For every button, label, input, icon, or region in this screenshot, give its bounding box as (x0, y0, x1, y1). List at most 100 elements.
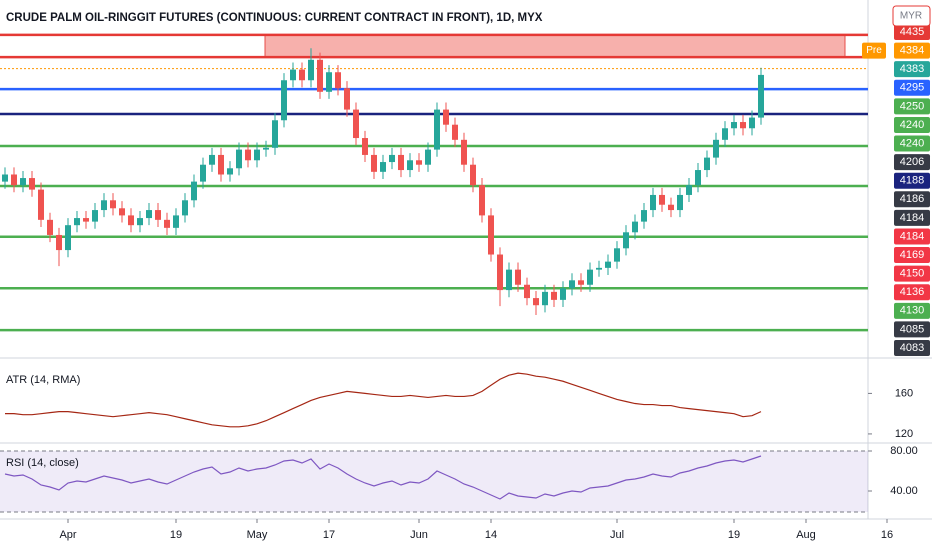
price-label: 4169 (900, 249, 924, 261)
candle-body (587, 269, 593, 285)
pre-bg (862, 42, 886, 59)
price-label: 4186 (900, 193, 924, 205)
candle-body (596, 267, 602, 270)
y-tick-label: 160 (895, 387, 913, 399)
price-label-bg (894, 154, 930, 171)
candle-body (452, 124, 458, 140)
candle-body (605, 261, 611, 268)
pane-title: RSI (14, close) (6, 457, 79, 469)
candle-body (344, 88, 350, 110)
price-label: 4384 (900, 44, 924, 56)
candle-body (722, 128, 728, 140)
candle-body (695, 170, 701, 186)
candle-body (20, 178, 26, 186)
candle-body (353, 109, 359, 139)
candle-body (380, 162, 386, 172)
candle-body (308, 59, 314, 81)
candle-body (92, 210, 98, 222)
price-label-bg (894, 191, 930, 208)
y-tick-label: 40.00 (890, 485, 918, 497)
candle-body (155, 210, 161, 220)
candle-body (47, 219, 53, 235)
x-tick-label: Apr (59, 529, 76, 541)
candle-body (569, 280, 575, 289)
candle-body (173, 215, 179, 228)
candle-body (641, 210, 647, 222)
price-label: 4136 (900, 286, 924, 298)
candle-body (362, 138, 368, 155)
x-tick-label: 16 (881, 529, 893, 541)
candle-body (650, 194, 656, 211)
candle-body (110, 200, 116, 209)
candle-body (245, 149, 251, 161)
candle-body (614, 248, 620, 262)
candle-body (164, 219, 170, 228)
candle-body (29, 178, 35, 190)
y-tick-label: 80.00 (890, 445, 918, 457)
x-tick-label: Jul (610, 529, 624, 541)
pane-title: ATR (14, RMA) (6, 374, 80, 386)
x-tick-label: Aug (796, 529, 816, 541)
price-label-bg (894, 209, 930, 226)
candle-body (236, 149, 242, 169)
candle-body (227, 168, 233, 175)
price-label: 4383 (900, 63, 924, 75)
price-label: 4083 (900, 342, 924, 354)
candle-body (668, 204, 674, 211)
candle-body (317, 59, 323, 92)
candle-body (263, 147, 269, 150)
candle-body (2, 174, 8, 182)
x-tick-label: 17 (323, 529, 335, 541)
candle-body (632, 221, 638, 233)
price-label-bg (894, 172, 930, 189)
price-label: 4240 (900, 137, 924, 149)
candle-body (200, 164, 206, 182)
candle-body (506, 269, 512, 291)
candle-body (299, 69, 305, 81)
candle-body (686, 185, 692, 195)
price-label-bg (894, 228, 930, 245)
candle-body (434, 109, 440, 150)
candle-body (740, 122, 746, 129)
price-label: 4206 (900, 156, 924, 168)
candle-body (623, 232, 629, 249)
candle-body (533, 298, 539, 306)
candle-body (101, 200, 107, 211)
price-label: 4150 (900, 268, 924, 280)
currency: MYR (900, 11, 922, 22)
price-label-bg (894, 321, 930, 338)
candle-body (560, 288, 566, 300)
candle-body (11, 174, 17, 186)
price-label-bg (894, 42, 930, 59)
candle-body (497, 254, 503, 291)
candle-body (713, 139, 719, 158)
price-label: 4188 (900, 175, 924, 187)
candle-body (398, 154, 404, 171)
price-label-bg (894, 265, 930, 282)
price-label: 4295 (900, 82, 924, 94)
candle-body (290, 69, 296, 81)
candle-body (488, 215, 494, 255)
price-label-bg (894, 340, 930, 356)
candle-body (731, 122, 737, 129)
candle-body (704, 157, 710, 171)
candle-body (551, 291, 557, 300)
candle-body (677, 194, 683, 211)
price-label-bg (894, 79, 930, 96)
rsi-band (0, 451, 868, 512)
x-tick-label: May (247, 529, 268, 541)
candle-body (281, 80, 287, 121)
price-label: 4184 (900, 212, 924, 224)
candle-body (272, 120, 278, 148)
indicator-line (4, 455, 762, 500)
candle-body (191, 181, 197, 201)
candle-body (461, 139, 467, 165)
candle-body (578, 280, 584, 285)
candle-body (335, 72, 341, 89)
candle-body (74, 218, 80, 226)
candle-body (56, 234, 62, 251)
title-bg (0, 6, 470, 30)
candle-body (371, 154, 377, 172)
